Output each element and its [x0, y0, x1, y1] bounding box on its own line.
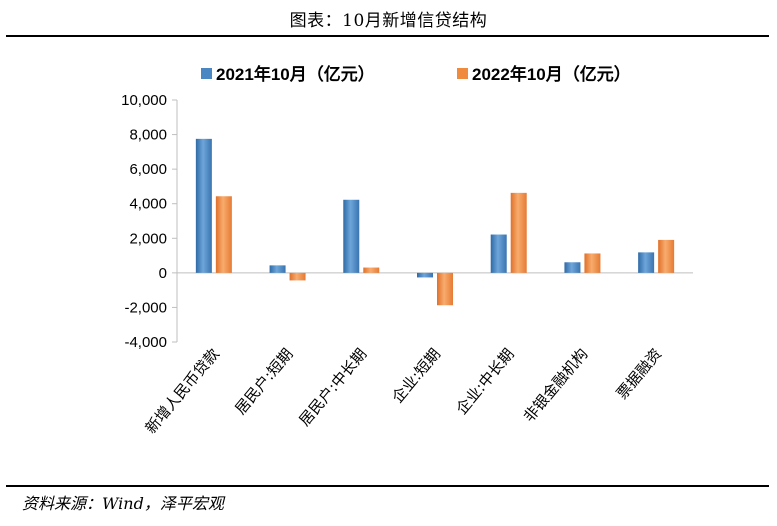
bar-series1-5: [490, 234, 507, 273]
category-label: 居民户:短期: [231, 345, 296, 418]
bar-chart: 2021年10月（亿元） 2022年10月（亿元） 10,000 8,000 6,00…: [121, 64, 693, 437]
legend-label-series2: 2022年10月（亿元）: [472, 64, 631, 84]
category-label: 居民户:中长期: [295, 345, 370, 429]
legend: 2021年10月（亿元） 2022年10月（亿元）: [201, 64, 631, 84]
legend-swatch-series2: [457, 68, 468, 79]
bar-series1-1: [195, 138, 212, 273]
y-tick-label: -2,000: [124, 299, 167, 316]
category-label: 新增人民币贷款: [142, 345, 223, 437]
bar-series2-4: [437, 272, 453, 306]
chart-title: 图表：10月新增信贷结构: [289, 11, 488, 31]
y-tick-label: 0: [159, 265, 167, 282]
bar-series1-7: [638, 252, 655, 273]
bar-series2-2: [289, 272, 306, 281]
bar-series1-6: [564, 262, 581, 273]
source-note: 资料来源：Wind，泽平宏观: [22, 494, 224, 513]
legend-label-series1: 2021年10月（亿元）: [216, 64, 375, 84]
category-label: 非银金融机构: [520, 345, 592, 426]
y-tick-label: 4,000: [129, 196, 167, 213]
bar-series2-5: [510, 192, 527, 273]
category-label: 票据融资: [613, 345, 665, 403]
axes: 10,000 8,000 6,000 4,000 2,000 0 -2,000 -4,000: [121, 92, 693, 351]
bar-series2-3: [363, 267, 380, 273]
top-rule: [6, 35, 769, 37]
bar-series1-4: [417, 272, 433, 278]
bars: [195, 138, 675, 306]
y-tick-label: 8,000: [129, 127, 167, 144]
category-label: 企业:中长期: [453, 345, 518, 418]
bar-series1-2: [269, 265, 286, 273]
y-tick-label: 2,000: [129, 230, 167, 247]
y-tick-label: -4,000: [124, 334, 167, 351]
category-label: 企业:短期: [388, 345, 444, 406]
bar-series1-3: [343, 199, 360, 273]
bar-series2-1: [215, 196, 232, 273]
bottom-rule: [6, 485, 769, 487]
y-tick-label: 10,000: [121, 92, 167, 109]
bar-series2-7: [658, 239, 675, 273]
y-tick-label: 6,000: [129, 161, 167, 178]
legend-swatch-series1: [201, 68, 212, 79]
bar-series2-6: [584, 253, 601, 273]
